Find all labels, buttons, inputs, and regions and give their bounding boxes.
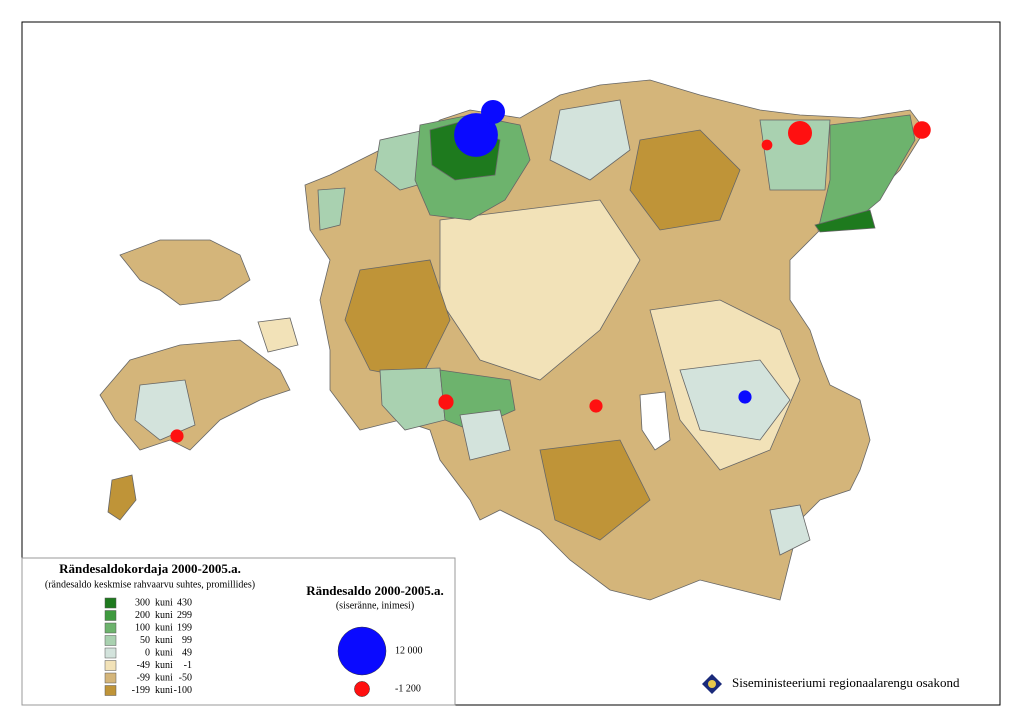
legend-bubble-label: 12 000	[395, 645, 423, 656]
class-to: -100	[174, 685, 192, 696]
class-swatch	[104, 610, 117, 621]
class-to: -50	[179, 672, 192, 683]
land	[459, 409, 511, 461]
class-to: 430	[177, 597, 192, 608]
bubble	[589, 399, 603, 413]
bubble-legend: 12 000 -1 200	[337, 626, 423, 697]
logo	[702, 674, 722, 694]
land	[769, 504, 811, 556]
class-swatch	[104, 622, 117, 634]
legend-bubble-label: -1 200	[395, 683, 421, 694]
legend-bubble	[354, 681, 370, 697]
class-from: -199	[132, 685, 150, 696]
bubble	[761, 139, 773, 151]
class-word: kuni	[155, 660, 173, 671]
class-word: kuni	[155, 635, 173, 646]
mainland	[304, 79, 926, 601]
vormsi	[317, 187, 346, 231]
bubble	[738, 390, 752, 404]
land	[679, 359, 791, 441]
class-swatch	[104, 672, 117, 684]
class-word: kuni	[155, 597, 173, 608]
class-from: 50	[140, 635, 150, 646]
land	[759, 119, 831, 191]
land	[379, 367, 446, 431]
class-from: -49	[137, 660, 150, 671]
land	[549, 99, 631, 181]
bubble	[913, 121, 931, 139]
class-to: 49	[182, 647, 192, 658]
class-word: kuni	[155, 647, 173, 658]
sorve	[107, 474, 137, 521]
muhu	[257, 317, 299, 353]
class-from: -99	[137, 672, 150, 683]
islands	[99, 187, 346, 521]
class-swatch	[104, 685, 117, 696]
class-word: kuni	[155, 610, 173, 621]
bubble	[788, 121, 812, 145]
class-to: -1	[184, 660, 192, 671]
hiiumaa	[119, 239, 251, 306]
logo-center	[708, 680, 716, 688]
class-swatch	[104, 647, 117, 659]
bubble	[170, 429, 184, 443]
class-from: 0	[145, 647, 150, 658]
class-swatch	[104, 635, 117, 646]
bubble-legend-subtitle: (siseränne, inimesi)	[336, 600, 414, 611]
class-swatch	[104, 660, 117, 671]
class-word: kuni	[155, 672, 173, 683]
bubble	[438, 394, 454, 410]
class-to: 199	[177, 622, 192, 633]
land	[629, 129, 741, 231]
legend-box	[21, 557, 456, 706]
bubble	[454, 113, 498, 157]
class-from: 100	[135, 622, 150, 633]
class-word: kuni	[155, 622, 173, 633]
land	[814, 209, 876, 233]
credit: Siseministeeriumi regionaalarengu osakon…	[732, 675, 960, 690]
class-word: kuni	[155, 685, 173, 696]
land	[539, 439, 651, 541]
bubble	[481, 100, 505, 124]
legend-bubble	[337, 626, 387, 676]
class-legend-subtitle: (rändesaldo keskmise rahvaarvu suhtes, p…	[45, 579, 255, 590]
class-swatch	[104, 597, 117, 609]
class-from: 300	[135, 597, 150, 608]
land	[439, 199, 641, 381]
bubble-legend-title: Rändesaldo 2000-2005.a.	[306, 583, 444, 598]
class-to: 299	[177, 610, 192, 621]
class-to: 99	[182, 635, 192, 646]
lake	[639, 391, 671, 451]
class-from: 200	[135, 610, 150, 621]
bubbles	[170, 100, 931, 443]
class-legend-title: Rändesaldokordaja 2000-2005.a.	[59, 561, 241, 576]
